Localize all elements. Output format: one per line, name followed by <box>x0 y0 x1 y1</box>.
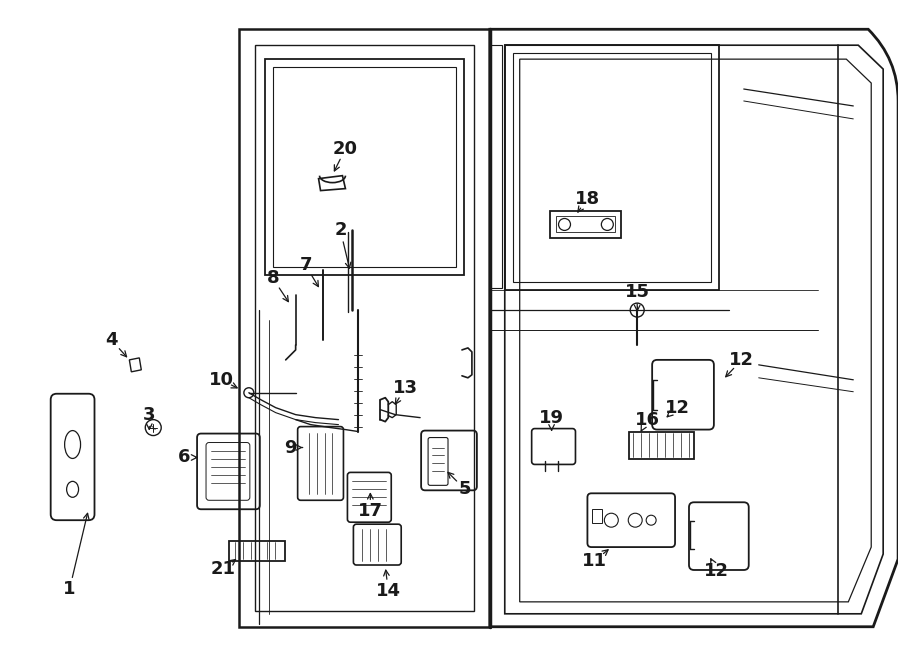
Bar <box>490 45 502 288</box>
Text: 16: 16 <box>634 410 660 428</box>
Bar <box>629 432 694 459</box>
Text: 3: 3 <box>143 406 156 424</box>
Text: 1: 1 <box>63 580 76 598</box>
Text: 10: 10 <box>209 371 233 389</box>
Text: 7: 7 <box>300 256 312 274</box>
Text: 9: 9 <box>284 438 297 457</box>
Text: 21: 21 <box>211 560 236 578</box>
Text: 12: 12 <box>664 399 689 416</box>
Text: 15: 15 <box>625 283 650 301</box>
Text: 12: 12 <box>729 351 754 369</box>
Text: 18: 18 <box>575 190 600 208</box>
Text: 14: 14 <box>376 582 400 600</box>
Bar <box>592 509 602 524</box>
Text: 5: 5 <box>459 481 472 498</box>
Text: 17: 17 <box>358 502 382 520</box>
Bar <box>229 541 284 561</box>
Text: 2: 2 <box>334 221 346 239</box>
Text: 4: 4 <box>105 331 118 349</box>
Text: 8: 8 <box>266 269 279 288</box>
Text: 11: 11 <box>582 552 607 570</box>
Bar <box>550 210 621 239</box>
Text: 19: 19 <box>539 408 564 426</box>
Text: 6: 6 <box>178 448 191 467</box>
Text: 12: 12 <box>705 562 729 580</box>
Bar <box>555 217 616 233</box>
Text: 13: 13 <box>392 379 418 397</box>
Text: 20: 20 <box>333 139 358 158</box>
